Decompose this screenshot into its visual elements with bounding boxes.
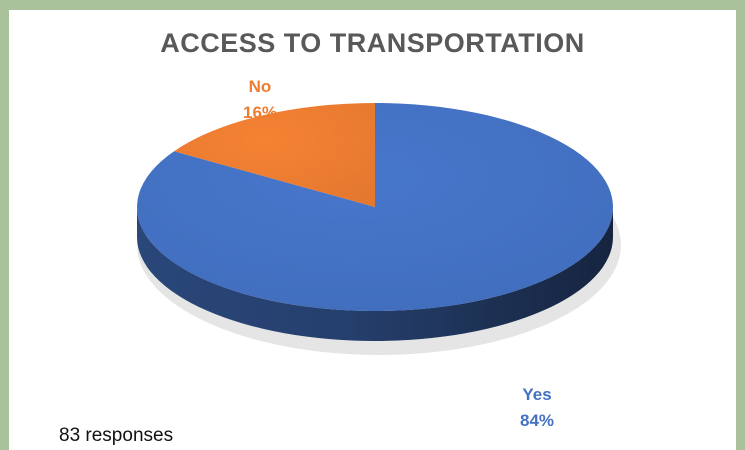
pie-chart: Yes 84% No 16% — [137, 77, 621, 430]
responses-count: 83 responses — [59, 425, 174, 446]
chart-title: ACCESS TO TRANSPORTATION — [160, 28, 585, 58]
data-label-yes-name: Yes — [522, 385, 551, 404]
pie-slice-no — [174, 103, 375, 207]
data-label-no-name: No — [249, 77, 272, 96]
data-label-yes-value: 84% — [520, 411, 554, 430]
chart-frame: ACCESS TO TRANSPORTATION Yes 84% No 16% 83 … — [9, 10, 736, 450]
data-label-no-value: 16% — [243, 103, 277, 122]
pie-side-yes — [137, 207, 613, 341]
pie-slice-yes — [137, 103, 614, 311]
